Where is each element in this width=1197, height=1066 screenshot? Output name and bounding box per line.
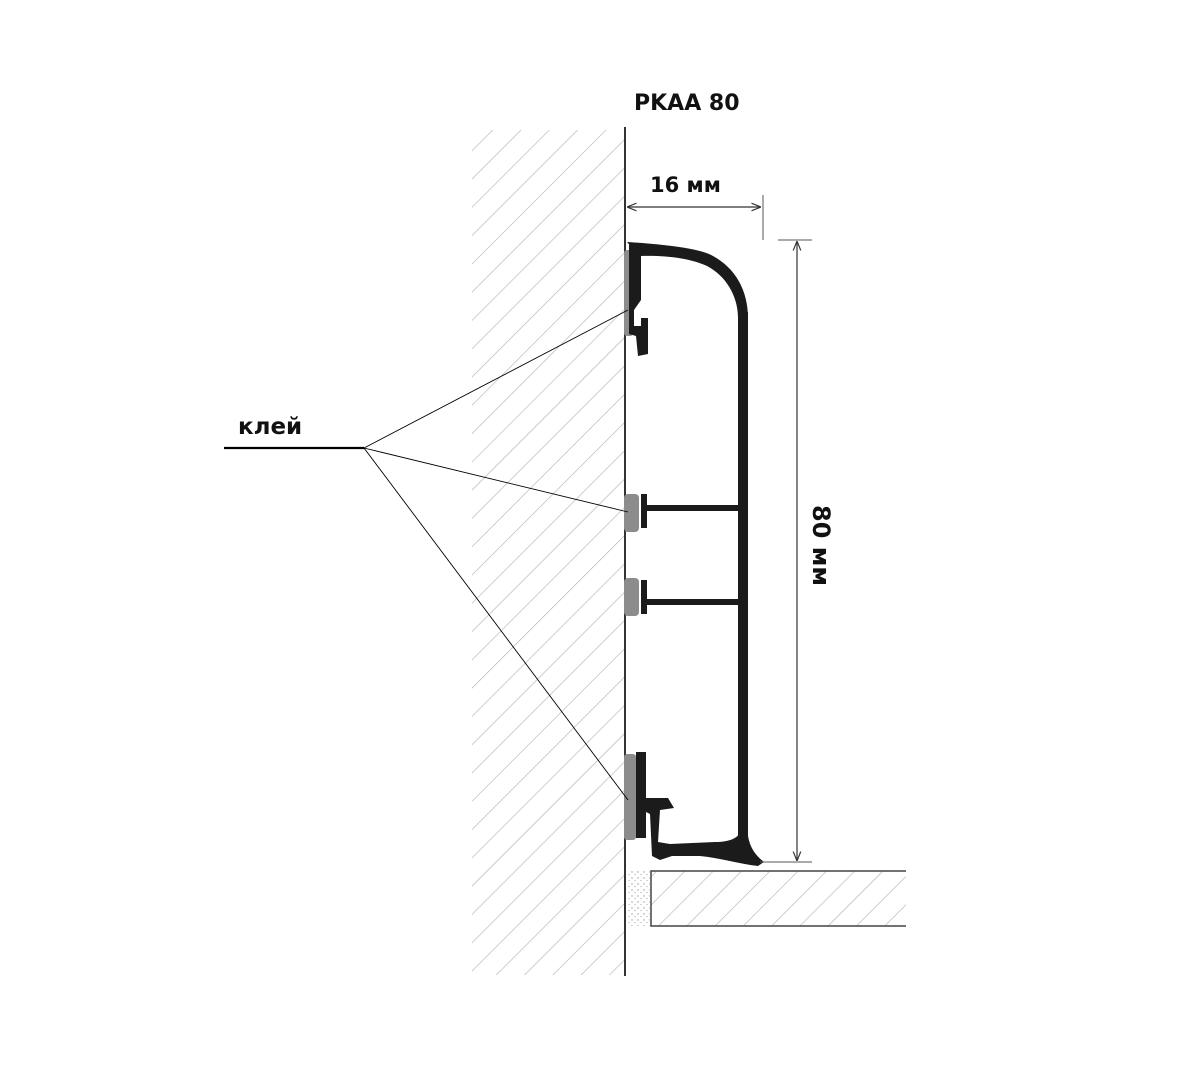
width-dimension-label: 16 мм: [650, 173, 721, 197]
glue-pad-mid-lower: [624, 578, 639, 616]
profile-rib-lower-foot: [641, 580, 647, 614]
profile-top-cap: [627, 242, 748, 318]
glue-leader-mid: [363, 447, 629, 513]
profile-rib-upper: [646, 505, 740, 511]
profile-rib-upper-foot: [641, 494, 647, 528]
profile-top-hook: [629, 244, 648, 356]
glue-pad-bottom: [624, 754, 636, 840]
wall-hatched: [472, 130, 625, 975]
glue-leader-bottom: [363, 447, 629, 801]
glue-leader-top: [363, 309, 629, 449]
profile-rib-lower: [646, 599, 740, 605]
height-dimension-label: 80 мм: [807, 505, 835, 586]
floor-hatched: [651, 871, 906, 926]
glue-pad-mid-upper: [624, 494, 639, 532]
glue-pads: [624, 250, 639, 840]
glue-label: клей: [238, 414, 302, 440]
profile-front-face: [738, 312, 748, 844]
skirting-profile: [627, 242, 764, 866]
profile-title: PKAA 80: [634, 91, 740, 116]
floor-gap-filler: [627, 871, 651, 926]
profile-bottom-foot: [636, 752, 764, 866]
